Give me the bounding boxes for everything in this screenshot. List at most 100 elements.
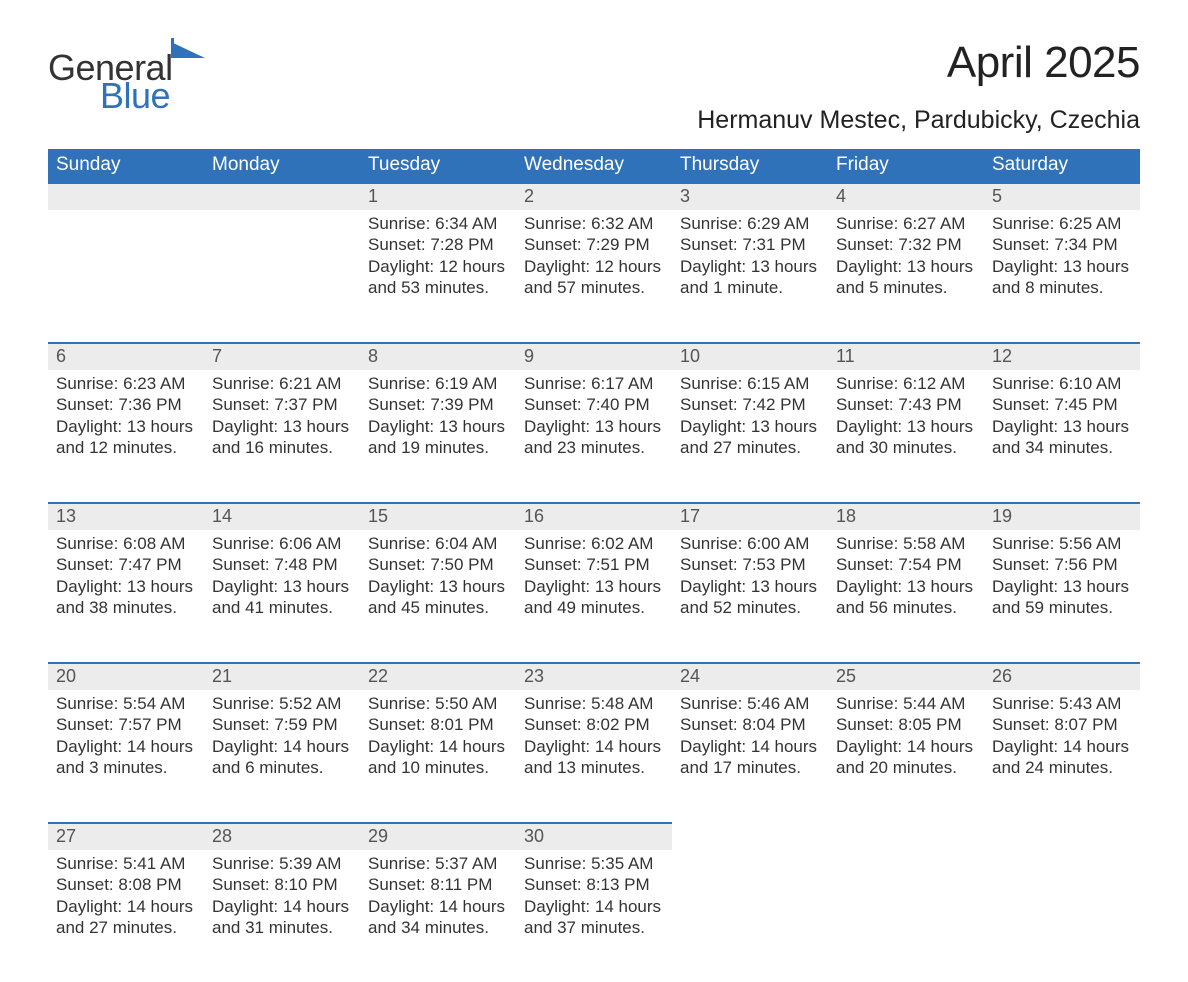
calendar-day-day2: and 6 minutes. [212, 757, 352, 778]
calendar-day-sunrise: Sunrise: 5:50 AM [368, 693, 508, 714]
calendar-day-sunset: Sunset: 7:37 PM [212, 394, 352, 415]
calendar-day-day1: Daylight: 13 hours [992, 416, 1132, 437]
calendar-day-sunset: Sunset: 7:39 PM [368, 394, 508, 415]
calendar-week-content-row: Sunrise: 6:34 AMSunset: 7:28 PMDaylight:… [48, 210, 1140, 342]
calendar-day-content: Sunrise: 6:25 AMSunset: 7:34 PMDaylight:… [984, 210, 1140, 302]
calendar-day-day2: and 1 minute. [680, 277, 820, 298]
calendar-day-day1: Daylight: 13 hours [836, 256, 976, 277]
calendar-day-sunset: Sunset: 7:54 PM [836, 554, 976, 575]
calendar-day-sunset: Sunset: 7:45 PM [992, 394, 1132, 415]
calendar-day-number: 26 [984, 662, 1140, 690]
calendar-day-day1: Daylight: 14 hours [524, 896, 664, 917]
calendar-day-number: 29 [360, 822, 516, 850]
calendar-day-sunrise: Sunrise: 5:56 AM [992, 533, 1132, 554]
calendar-day-sunrise: Sunrise: 5:41 AM [56, 853, 196, 874]
calendar-day-number: 9 [516, 342, 672, 370]
calendar-week-content-row: Sunrise: 6:23 AMSunset: 7:36 PMDaylight:… [48, 370, 1140, 502]
calendar-day-content: Sunrise: 6:10 AMSunset: 7:45 PMDaylight:… [984, 370, 1140, 462]
calendar-day-cell: Sunrise: 6:25 AMSunset: 7:34 PMDaylight:… [984, 210, 1140, 342]
location-text: Hermanuv Mestec, Pardubicky, Czechia [697, 106, 1140, 135]
calendar-day-sunrise: Sunrise: 6:29 AM [680, 213, 820, 234]
calendar-day-number: 14 [204, 502, 360, 530]
calendar-day-cell: Sunrise: 5:50 AMSunset: 8:01 PMDaylight:… [360, 690, 516, 822]
calendar-day-sunrise: Sunrise: 6:00 AM [680, 533, 820, 554]
calendar-day-content: Sunrise: 6:34 AMSunset: 7:28 PMDaylight:… [360, 210, 516, 302]
calendar-day-number: 3 [672, 182, 828, 210]
calendar-table: SundayMondayTuesdayWednesdayThursdayFrid… [48, 149, 1140, 982]
calendar-day-sunset: Sunset: 8:13 PM [524, 874, 664, 895]
calendar-day-day2: and 13 minutes. [524, 757, 664, 778]
calendar-day-content: Sunrise: 6:08 AMSunset: 7:47 PMDaylight:… [48, 530, 204, 622]
calendar-week-daynum-row: 27282930 [48, 822, 1140, 850]
calendar-day-number: 12 [984, 342, 1140, 370]
calendar-day-number: 28 [204, 822, 360, 850]
calendar-day-sunset: Sunset: 7:40 PM [524, 394, 664, 415]
calendar-day-day2: and 38 minutes. [56, 597, 196, 618]
calendar-day-cell: Sunrise: 6:08 AMSunset: 7:47 PMDaylight:… [48, 530, 204, 662]
calendar-day-day1: Daylight: 13 hours [212, 576, 352, 597]
calendar-day-sunset: Sunset: 7:53 PM [680, 554, 820, 575]
calendar-day-sunset: Sunset: 8:01 PM [368, 714, 508, 735]
calendar-day-day2: and 37 minutes. [524, 917, 664, 938]
calendar-day-sunrise: Sunrise: 6:02 AM [524, 533, 664, 554]
weekday-header: Saturday [984, 149, 1140, 182]
calendar-day-day2: and 34 minutes. [992, 437, 1132, 458]
calendar-day-sunrise: Sunrise: 5:35 AM [524, 853, 664, 874]
calendar-empty-daynum [204, 182, 360, 210]
calendar-day-cell: Sunrise: 6:21 AMSunset: 7:37 PMDaylight:… [204, 370, 360, 502]
calendar-day-day2: and 30 minutes. [836, 437, 976, 458]
calendar-day-cell: Sunrise: 5:39 AMSunset: 8:10 PMDaylight:… [204, 850, 360, 982]
calendar-day-sunrise: Sunrise: 6:34 AM [368, 213, 508, 234]
calendar-day-content: Sunrise: 5:56 AMSunset: 7:56 PMDaylight:… [984, 530, 1140, 622]
calendar-day-day1: Daylight: 14 hours [212, 736, 352, 757]
calendar-day-sunrise: Sunrise: 6:23 AM [56, 373, 196, 394]
calendar-day-day2: and 52 minutes. [680, 597, 820, 618]
calendar-day-cell: Sunrise: 5:46 AMSunset: 8:04 PMDaylight:… [672, 690, 828, 822]
calendar-empty-cell [204, 210, 360, 342]
calendar-day-content: Sunrise: 6:06 AMSunset: 7:48 PMDaylight:… [204, 530, 360, 622]
calendar-day-sunrise: Sunrise: 6:32 AM [524, 213, 664, 234]
calendar-day-cell: Sunrise: 6:15 AMSunset: 7:42 PMDaylight:… [672, 370, 828, 502]
calendar-week-content-row: Sunrise: 5:41 AMSunset: 8:08 PM Daylight:… [48, 850, 1140, 982]
calendar-day-day1: Daylight: 12 hours [524, 256, 664, 277]
calendar-day-content: Sunrise: 6:04 AMSunset: 7:50 PMDaylight:… [360, 530, 516, 622]
calendar-day-sunset: Sunset: 8:04 PM [680, 714, 820, 735]
calendar-day-number: 15 [360, 502, 516, 530]
calendar-day-number: 5 [984, 182, 1140, 210]
calendar-day-sunrise: Sunrise: 6:27 AM [836, 213, 976, 234]
calendar-day-content: Sunrise: 5:35 AMSunset: 8:13 PMDaylight:… [516, 850, 672, 942]
calendar-day-sunset: Sunset: 7:47 PM [56, 554, 196, 575]
calendar-week-daynum-row: 13141516171819 [48, 502, 1140, 530]
calendar-empty-daynum [48, 182, 204, 210]
calendar-day-content: Sunrise: 6:27 AMSunset: 7:32 PMDaylight:… [828, 210, 984, 302]
calendar-day-day2: and 59 minutes. [992, 597, 1132, 618]
calendar-day-day1: Daylight: 13 hours [680, 576, 820, 597]
calendar-day-sunset: Sunset: 8:08 PM [56, 874, 196, 895]
calendar-day-day1: Daylight: 13 hours [992, 256, 1132, 277]
calendar-day-sunset: Sunset: 7:50 PM [368, 554, 508, 575]
calendar-day-cell: Sunrise: 6:34 AMSunset: 7:28 PMDaylight:… [360, 210, 516, 342]
logo-flag-icon [171, 38, 205, 63]
calendar-day-number: 19 [984, 502, 1140, 530]
calendar-day-cell: Sunrise: 6:27 AMSunset: 7:32 PMDaylight:… [828, 210, 984, 342]
calendar-day-sunset: Sunset: 8:07 PM [992, 714, 1132, 735]
calendar-day-sunrise: Sunrise: 5:37 AM [368, 853, 508, 874]
calendar-day-day2: and 5 minutes. [836, 277, 976, 298]
calendar-day-content: Sunrise: 5:50 AMSunset: 8:01 PMDaylight:… [360, 690, 516, 782]
calendar-day-content: Sunrise: 5:44 AMSunset: 8:05 PMDaylight:… [828, 690, 984, 782]
calendar-day-cell: Sunrise: 6:10 AMSunset: 7:45 PMDaylight:… [984, 370, 1140, 502]
calendar-day-day2: and 24 minutes. [992, 757, 1132, 778]
calendar-day-day2: and 49 minutes. [524, 597, 664, 618]
calendar-day-number: 20 [48, 662, 204, 690]
calendar-week-daynum-row: 6789101112 [48, 342, 1140, 370]
calendar-day-content: Sunrise: 5:41 AMSunset: 8:08 PMDaylight:… [48, 850, 204, 942]
calendar-day-day1: Daylight: 12 hours [368, 256, 508, 277]
calendar-day-day2: and 34 minutes. [368, 917, 508, 938]
calendar-day-number: 13 [48, 502, 204, 530]
calendar-day-sunrise: Sunrise: 5:44 AM [836, 693, 976, 714]
calendar-day-number: 22 [360, 662, 516, 690]
calendar-week-content-row: Sunrise: 5:54 AMSunset: 7:57 PMDaylight:… [48, 690, 1140, 822]
calendar-day-content: Sunrise: 6:21 AMSunset: 7:37 PMDaylight:… [204, 370, 360, 462]
calendar-day-day2: and 20 minutes. [836, 757, 976, 778]
calendar-day-content: Sunrise: 5:43 AMSunset: 8:07 PMDaylight:… [984, 690, 1140, 782]
